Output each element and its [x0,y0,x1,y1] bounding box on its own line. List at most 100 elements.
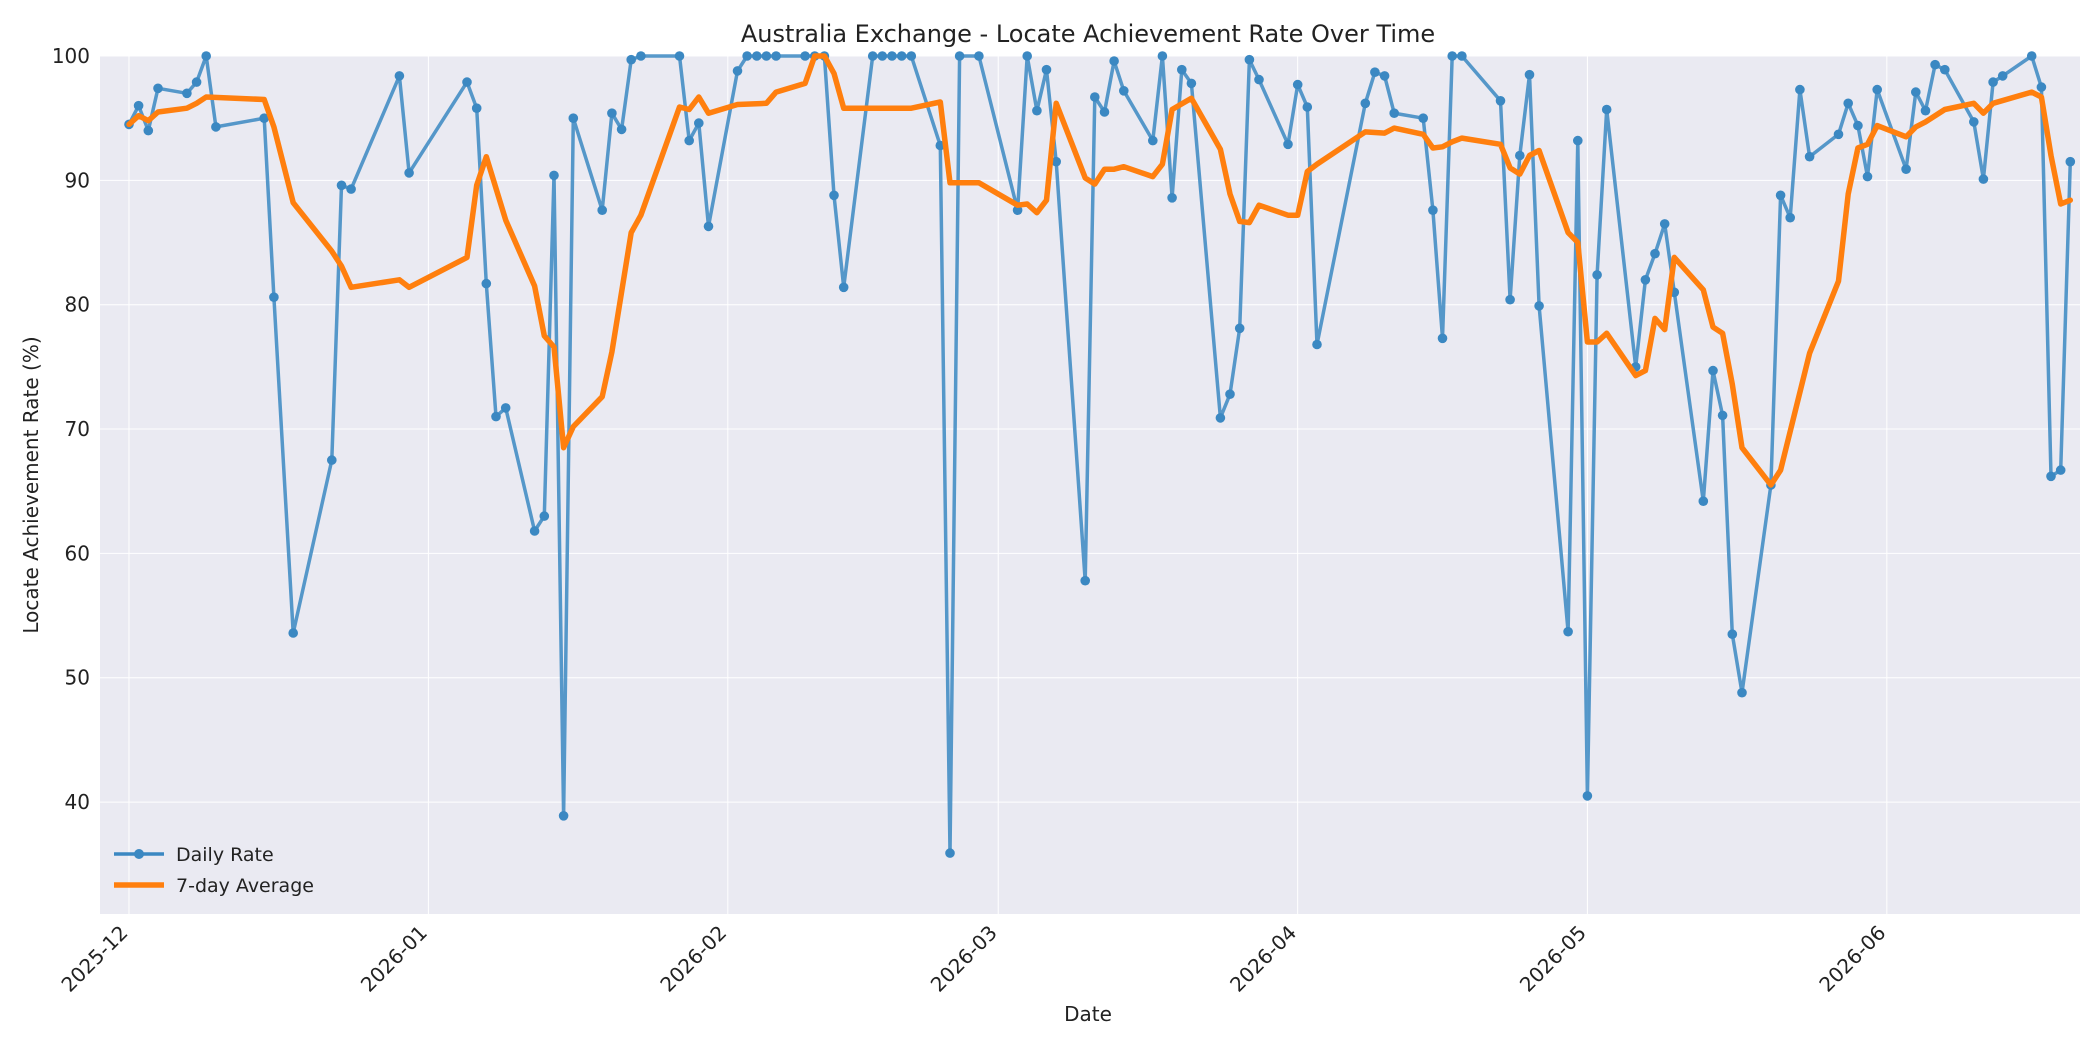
data-point [1997,71,2008,81]
data-point [1901,164,1911,174]
x-tick-label: 2026-03 [926,921,1002,997]
x-tick-label: 2026-02 [655,921,731,997]
data-point [616,124,627,135]
data-point [1698,496,1709,507]
data-point [1650,248,1660,259]
data-point [829,190,839,201]
data-point [974,51,984,61]
data-point [1795,84,1805,95]
data-point [462,77,472,87]
legend-marker-daily-rate [134,849,144,859]
data-point [1428,205,1438,215]
data-point [694,118,704,128]
data-point [1099,107,1110,117]
data-point [1911,87,1921,97]
data-point [877,51,888,61]
data-point [838,282,849,293]
data-point [336,180,347,191]
y-tick-label: 40 [65,790,90,814]
legend-label-7-day-average: 7-day Average [176,875,314,897]
data-point [1312,339,1322,350]
data-point [1090,92,1100,102]
y-tick-label: 100 [52,44,90,68]
data-point [1872,84,1882,95]
plot-background [100,56,2080,914]
data-point [1582,791,1593,801]
data-point [2046,471,2056,482]
data-point [1215,413,1226,423]
data-point [394,71,405,81]
data-point [752,51,762,61]
data-point [800,51,810,61]
data-point [771,51,781,61]
data-point [1563,626,1573,637]
series-line-7-day-average [126,53,2074,488]
data-point [1853,120,1863,131]
data-point [133,100,144,111]
data-point [558,811,569,821]
data-point [1640,275,1651,285]
data-point [259,113,270,123]
data-point [703,221,714,232]
y-tick-label: 60 [65,541,90,565]
y-tick-label: 90 [65,168,90,192]
data-point [1051,156,1061,167]
data-point [1833,129,1844,140]
data-point [1157,51,1168,61]
data-point [887,51,897,61]
data-point [1418,113,1428,123]
data-point [1244,54,1255,65]
data-point [2065,156,2076,167]
data-point [1148,135,1158,146]
data-point [1177,64,1187,75]
data-point [404,168,414,178]
data-point [288,628,299,638]
data-point [1360,98,1371,109]
data-point [1119,86,1129,96]
data-point [2055,465,2066,475]
data-point [211,122,221,132]
data-point [1370,67,1380,77]
data-point [1080,575,1090,586]
data-point [1920,105,1931,116]
data-point [1379,71,1390,81]
data-point [867,51,878,61]
data-point [945,848,955,858]
data-point [1437,333,1448,344]
data-point [1302,102,1313,112]
data-point [1775,190,1786,201]
series-layer [124,51,2076,858]
legend: Daily Rate 7-day Average [114,844,314,897]
data-point [732,66,743,76]
data-point [1457,51,1467,61]
data-point [1167,193,1177,203]
data-point [549,170,559,181]
data-point [684,135,694,146]
data-point [1862,171,1873,182]
data-point [1389,108,1399,118]
x-tick-label: 2026-05 [1515,921,1591,997]
data-point [1041,64,1052,75]
data-point [1659,219,1670,229]
y-axis-label: Locate Achievement Rate (%) [19,336,43,633]
data-point [1225,389,1235,400]
data-point [1022,51,1032,61]
data-point [954,51,965,61]
x-tick-label: 2026-01 [356,921,432,997]
data-point [607,108,617,118]
data-point [1843,98,1853,109]
data-point [327,455,337,465]
data-point [1234,323,1245,334]
data-point [191,77,202,87]
data-point [1505,294,1515,305]
data-point [1109,56,1119,66]
data-point [597,205,607,215]
data-point [1969,117,1979,127]
data-point [1032,105,1042,116]
data-point [1717,410,1728,421]
y-tick-label: 70 [65,417,90,441]
data-point [626,54,636,65]
data-point [269,292,279,303]
data-point [1534,301,1544,311]
